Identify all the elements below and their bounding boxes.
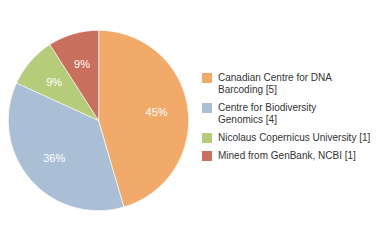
svg-text:9%: 9% xyxy=(74,58,90,70)
html-text:Mined from GenBank, NCBI [1]: Mined from GenBank, NCBI [1] xyxy=(218,150,356,161)
html-text:Canadian Centre for DNA Barcod: Canadian Centre for DNA Barcoding [5] xyxy=(218,72,332,95)
svg-text:45%: 45% xyxy=(146,106,168,118)
svg-text:9%: 9% xyxy=(46,76,62,88)
svg-text:36%: 36% xyxy=(43,152,65,164)
html-text:Nicolaus Copernicus University: Nicolaus Copernicus University [1] xyxy=(218,132,371,143)
html-text:Centre for Biodiversity Genomi: Centre for Biodiversity Genomics [4] xyxy=(218,102,317,125)
